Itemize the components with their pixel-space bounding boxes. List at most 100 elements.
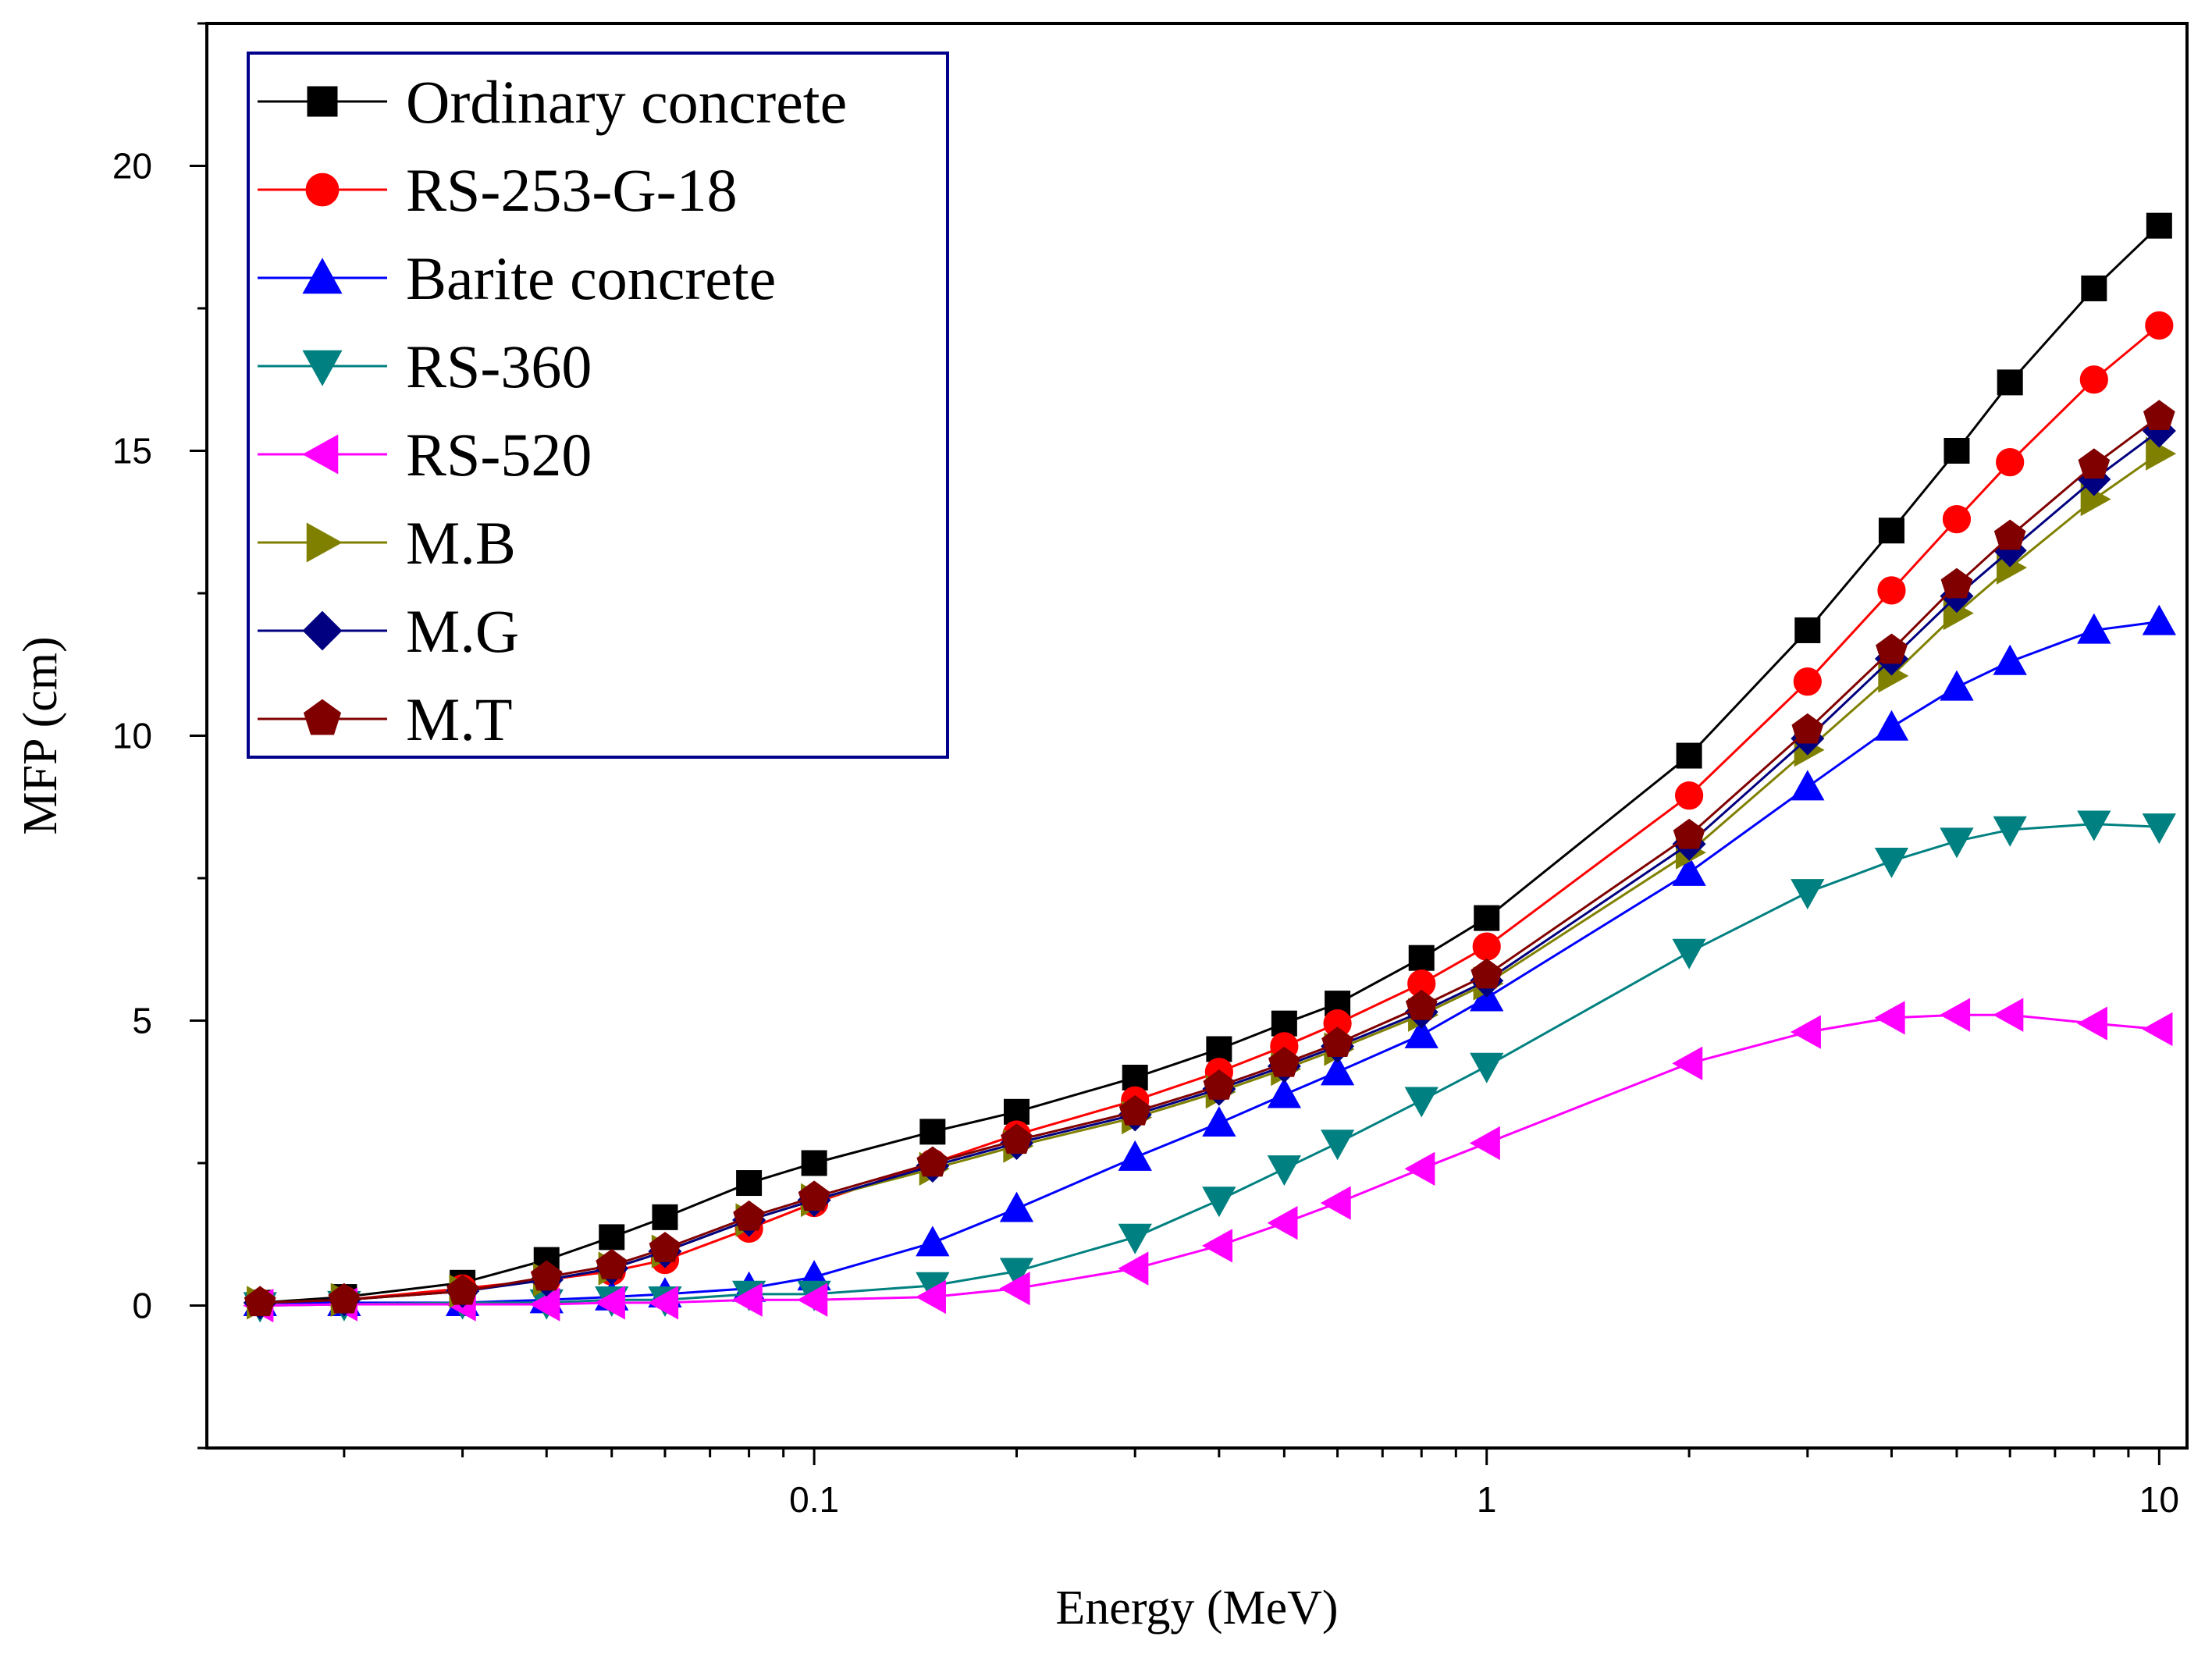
data-point — [1202, 1186, 1236, 1218]
data-point — [1321, 1026, 1353, 1058]
data-point — [2078, 448, 2111, 479]
data-point — [1993, 998, 2024, 1032]
data-point — [328, 1283, 361, 1314]
data-point — [1997, 369, 2023, 396]
data-point — [2145, 311, 2174, 340]
data-point — [1993, 816, 2027, 847]
data-point — [2079, 365, 2108, 394]
data-point — [1878, 518, 1904, 544]
data-point — [2142, 604, 2176, 635]
legend-entry: RS-520 — [258, 421, 592, 489]
data-point — [2081, 275, 2107, 301]
data-point — [2146, 212, 2172, 239]
data-point — [2142, 813, 2176, 845]
x-tick-label: 10 — [2139, 1479, 2179, 1520]
data-point — [1469, 1126, 1500, 1161]
legend-entry: M.B — [258, 509, 516, 577]
data-point — [1003, 1098, 1030, 1125]
data-point — [1203, 1069, 1236, 1100]
y-tick-label: 0 — [132, 1286, 152, 1326]
data-point — [1791, 770, 1825, 801]
data-point — [1993, 644, 2027, 675]
data-point — [1944, 438, 1970, 464]
legend-entry: RS-253-G-18 — [258, 156, 738, 224]
data-point — [798, 1180, 830, 1211]
legend-marker — [302, 258, 343, 294]
data-point — [731, 1283, 763, 1317]
legend-box — [247, 52, 949, 759]
x-tick-label: 0.1 — [789, 1479, 839, 1520]
data-point — [1874, 847, 1909, 878]
data-point — [1202, 1106, 1236, 1137]
data-point — [736, 1170, 763, 1197]
data-point — [1940, 827, 1974, 859]
data-point — [1267, 1077, 1302, 1108]
data-point — [1404, 1087, 1439, 1118]
data-point — [1993, 519, 2026, 550]
legend-entry: M.G — [258, 597, 519, 665]
y-tick-label: 20 — [112, 146, 152, 187]
data-point — [596, 1248, 628, 1279]
data-point — [1791, 713, 1824, 744]
data-point — [797, 1283, 828, 1317]
legend-marker — [305, 173, 340, 207]
data-point — [1996, 448, 2025, 477]
data-point — [529, 1287, 560, 1322]
data-point — [1794, 617, 1821, 643]
data-point — [1474, 905, 1500, 931]
data-point — [919, 1119, 946, 1145]
data-point — [530, 1260, 563, 1291]
data-point — [916, 1226, 950, 1257]
data-point — [2143, 400, 2175, 431]
legend-marker — [306, 522, 343, 563]
data-point — [1268, 1046, 1300, 1077]
data-point — [1320, 1130, 1355, 1161]
legend-entry: M.T — [258, 685, 513, 753]
data-point — [1940, 998, 1971, 1032]
data-point — [1122, 1065, 1148, 1090]
legend: Ordinary concrete RS-253-G-18 Barite concr… — [247, 52, 949, 759]
legend-entry: RS-360 — [258, 333, 592, 400]
data-point — [1118, 1251, 1149, 1286]
data-point — [1790, 1015, 1821, 1049]
data-point — [1791, 879, 1825, 910]
legend-entry: Barite concrete — [258, 244, 776, 312]
y-tick-label: 5 — [132, 1001, 152, 1041]
data-point — [801, 1150, 827, 1176]
y-tick-label: 10 — [112, 716, 152, 756]
data-point — [1942, 505, 1972, 534]
legend-label: RS-253-G-18 — [406, 156, 738, 224]
data-point — [1874, 710, 1909, 741]
legend-label: RS-520 — [406, 421, 592, 489]
axis-ticks: 0.1 1 10 0 5 10 15 20 — [112, 22, 2179, 1520]
legend-label: Barite concrete — [406, 244, 776, 312]
data-point — [1672, 1046, 1703, 1080]
data-point — [2077, 613, 2111, 644]
data-point — [1118, 1094, 1151, 1126]
data-point — [1673, 818, 1705, 849]
data-point — [916, 1279, 946, 1315]
legend-entry: Ordinary concrete — [258, 68, 847, 136]
data-point — [1206, 1036, 1232, 1062]
data-point — [733, 1200, 765, 1231]
data-point — [2142, 1012, 2173, 1047]
data-point — [649, 1232, 681, 1262]
y-tick-label: 15 — [112, 431, 152, 471]
data-point — [1793, 667, 1822, 696]
data-point — [1001, 1123, 1033, 1154]
plot-marks — [243, 212, 2177, 1323]
data-point — [1404, 1017, 1439, 1048]
data-point — [594, 1286, 625, 1320]
legend-label: Ordinary concrete — [406, 68, 847, 136]
data-point — [648, 1286, 679, 1320]
data-point — [1874, 1001, 1905, 1035]
data-point — [1267, 1206, 1298, 1240]
data-point — [1940, 670, 1974, 701]
data-point — [1472, 932, 1501, 961]
y-axis-title: MFP (cm) — [14, 636, 67, 834]
legend-label: M.T — [406, 685, 513, 753]
legend-marker — [307, 86, 338, 117]
legend-label: M.G — [406, 597, 519, 665]
